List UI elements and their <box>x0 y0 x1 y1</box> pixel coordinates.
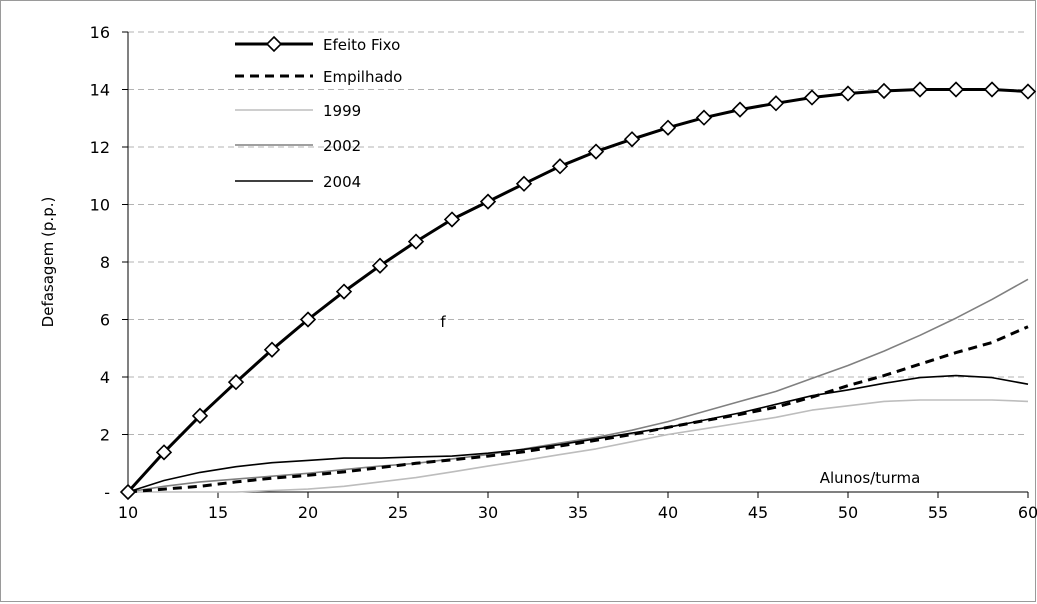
y-tick-label: 8 <box>100 253 110 272</box>
data-point-marker <box>911 81 929 98</box>
data-point-marker <box>407 233 425 250</box>
y-tick-label: 10 <box>90 196 110 215</box>
data-point-marker <box>623 131 641 148</box>
data-point-marker <box>839 85 857 102</box>
data-point-marker <box>155 444 173 461</box>
data-point-marker <box>227 374 245 391</box>
y-tick-label: 6 <box>100 311 110 330</box>
data-point-marker <box>803 89 821 106</box>
y-axis-label: Defasagem (p.p.) <box>39 197 57 328</box>
data-point-marker <box>191 407 209 424</box>
y-tick-label: 4 <box>100 368 110 387</box>
series-line-empilhado <box>127 325 1029 494</box>
data-point-marker <box>875 82 893 100</box>
gridlines <box>128 31 1028 435</box>
data-point-marker <box>119 483 137 501</box>
x-tick-label: 50 <box>838 503 858 522</box>
series-line-efeito-fixo <box>126 88 1029 494</box>
legend-marker <box>265 35 283 53</box>
data-point-marker <box>983 81 1001 98</box>
data-point-marker <box>263 341 281 358</box>
x-tick-label: 15 <box>208 503 228 522</box>
x-tick-label: 10 <box>118 503 138 522</box>
x-tick-label: 30 <box>478 503 498 522</box>
data-point-marker <box>515 175 533 192</box>
legend-label: 1999 <box>323 102 361 120</box>
legend-label: 2002 <box>323 137 361 155</box>
y-tick-label: 16 <box>90 23 110 42</box>
x-tick-label: 25 <box>388 503 408 522</box>
data-point-marker <box>659 119 677 136</box>
x-tick-label: 20 <box>298 503 318 522</box>
data-point-marker <box>335 283 353 300</box>
x-axis-ticks: 10 15 20 25 30 35 40 45 50 55 60 <box>118 492 1037 522</box>
y-tick-label: 14 <box>90 81 110 100</box>
data-point-marker <box>443 211 461 228</box>
x-tick-label: 60 <box>1018 503 1037 522</box>
stray-annotation: f <box>440 313 446 331</box>
data-point-marker <box>695 109 713 126</box>
y-axis-ticks: - 2 4 6 8 10 12 14 16 <box>90 23 128 502</box>
series-line-2002 <box>127 278 1029 493</box>
data-point-marker <box>551 158 569 175</box>
x-axis-label: Alunos/turma <box>820 469 921 487</box>
x-tick-label: 35 <box>568 503 588 522</box>
data-point-marker <box>1019 83 1037 100</box>
legend-label: Empilhado <box>323 68 402 86</box>
data-point-marker <box>731 101 749 118</box>
y-tick-label: 12 <box>90 138 110 157</box>
data-point-marker <box>479 193 497 210</box>
x-tick-label: 55 <box>928 503 948 522</box>
y-tick-label: 2 <box>100 426 110 445</box>
series-lines <box>119 81 1037 501</box>
data-point-marker <box>767 95 785 112</box>
legend-label: Efeito Fixo <box>323 36 400 54</box>
legend: Efeito Fixo Empilhado 1999 2002 2004 <box>235 35 402 191</box>
x-tick-label: 45 <box>748 503 768 522</box>
data-point-marker <box>299 311 317 328</box>
data-point-marker <box>947 81 965 98</box>
legend-label: 2004 <box>323 173 361 191</box>
y-tick-label: - <box>104 483 110 502</box>
x-tick-label: 40 <box>658 503 678 522</box>
series-line-1999 <box>128 399 1029 493</box>
data-point-marker <box>371 257 389 274</box>
data-point-marker <box>587 143 605 160</box>
